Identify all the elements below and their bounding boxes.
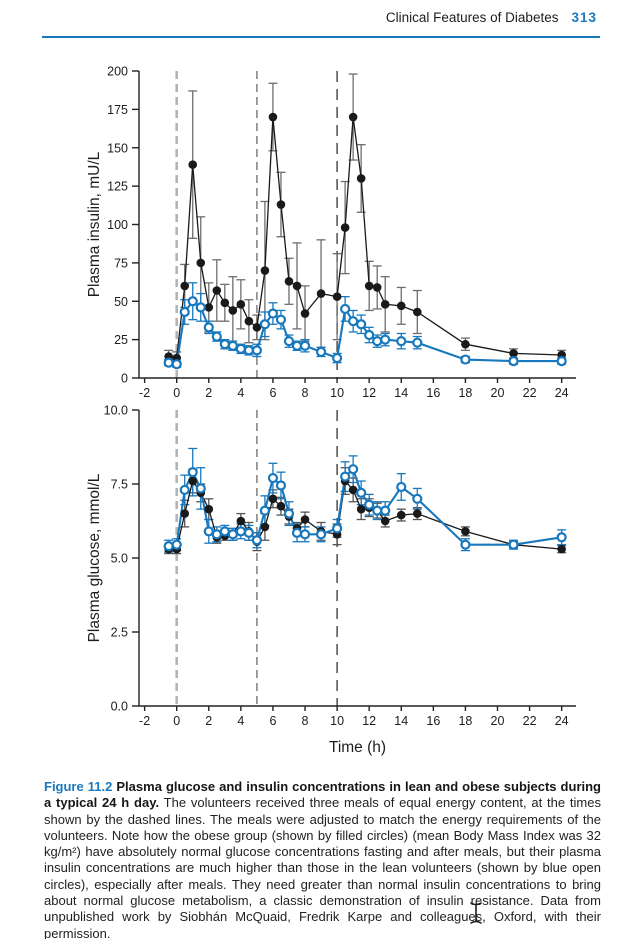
- svg-text:0: 0: [121, 372, 128, 386]
- svg-text:18: 18: [458, 386, 472, 400]
- page-header: Clinical Features of Diabetes 313: [0, 10, 597, 25]
- svg-text:75: 75: [114, 256, 128, 270]
- svg-text:20: 20: [491, 386, 505, 400]
- svg-text:2: 2: [205, 386, 212, 400]
- svg-text:14: 14: [394, 386, 408, 400]
- svg-text:100: 100: [107, 218, 128, 232]
- svg-text:12: 12: [362, 714, 376, 728]
- svg-text:10: 10: [330, 386, 344, 400]
- running-head: Clinical Features of Diabetes: [385, 10, 559, 25]
- svg-text:24: 24: [555, 386, 569, 400]
- svg-text:175: 175: [107, 103, 128, 117]
- svg-text:2.5: 2.5: [111, 626, 128, 640]
- svg-text:14: 14: [394, 714, 408, 728]
- svg-text:16: 16: [426, 386, 440, 400]
- svg-text:10.0: 10.0: [104, 404, 128, 418]
- svg-text:4: 4: [237, 386, 244, 400]
- svg-text:0: 0: [173, 386, 180, 400]
- svg-text:22: 22: [523, 386, 537, 400]
- svg-text:200: 200: [107, 65, 128, 79]
- svg-text:18: 18: [458, 714, 472, 728]
- svg-text:6: 6: [269, 714, 276, 728]
- svg-text:6: 6: [269, 386, 276, 400]
- text-cursor-icon: [470, 902, 482, 924]
- caption-body-text: The volunteers received three meals of e…: [44, 795, 601, 939]
- svg-text:50: 50: [114, 295, 128, 309]
- svg-text:5.0: 5.0: [111, 552, 128, 566]
- svg-text:4: 4: [237, 714, 244, 728]
- svg-text:Plasma insulin, mU/L: Plasma insulin, mU/L: [86, 151, 103, 297]
- svg-text:0: 0: [173, 714, 180, 728]
- svg-text:10: 10: [330, 714, 344, 728]
- svg-text:0.0: 0.0: [111, 700, 128, 714]
- svg-text:8: 8: [302, 714, 309, 728]
- figure-caption: Figure 11.2 Plasma glucose and insulin c…: [44, 779, 601, 939]
- header-rule: [42, 36, 600, 38]
- svg-text:20: 20: [491, 714, 505, 728]
- svg-text:16: 16: [426, 714, 440, 728]
- svg-text:25: 25: [114, 333, 128, 347]
- svg-text:125: 125: [107, 180, 128, 194]
- svg-text:-2: -2: [139, 714, 150, 728]
- svg-text:24: 24: [555, 714, 569, 728]
- svg-text:Time (h): Time (h): [329, 739, 386, 756]
- svg-text:-2: -2: [139, 386, 150, 400]
- svg-text:22: 22: [523, 714, 537, 728]
- svg-text:12: 12: [362, 386, 376, 400]
- svg-text:2: 2: [205, 714, 212, 728]
- svg-text:7.5: 7.5: [111, 478, 128, 492]
- svg-text:8: 8: [302, 386, 309, 400]
- page-number: 313: [571, 10, 597, 25]
- svg-text:Plasma glucose, mmol/L: Plasma glucose, mmol/L: [86, 473, 103, 642]
- caption-bold-title: Plasma glucose and insulin concentration…: [44, 779, 601, 811]
- glucose-chart: 0.02.55.07.510.0-2 0 2 4 6 8 10 12 14 16 18 20 22 24P…: [86, 404, 576, 756]
- caption-figure-label: Figure 11.2: [44, 779, 113, 794]
- svg-text:150: 150: [107, 141, 128, 155]
